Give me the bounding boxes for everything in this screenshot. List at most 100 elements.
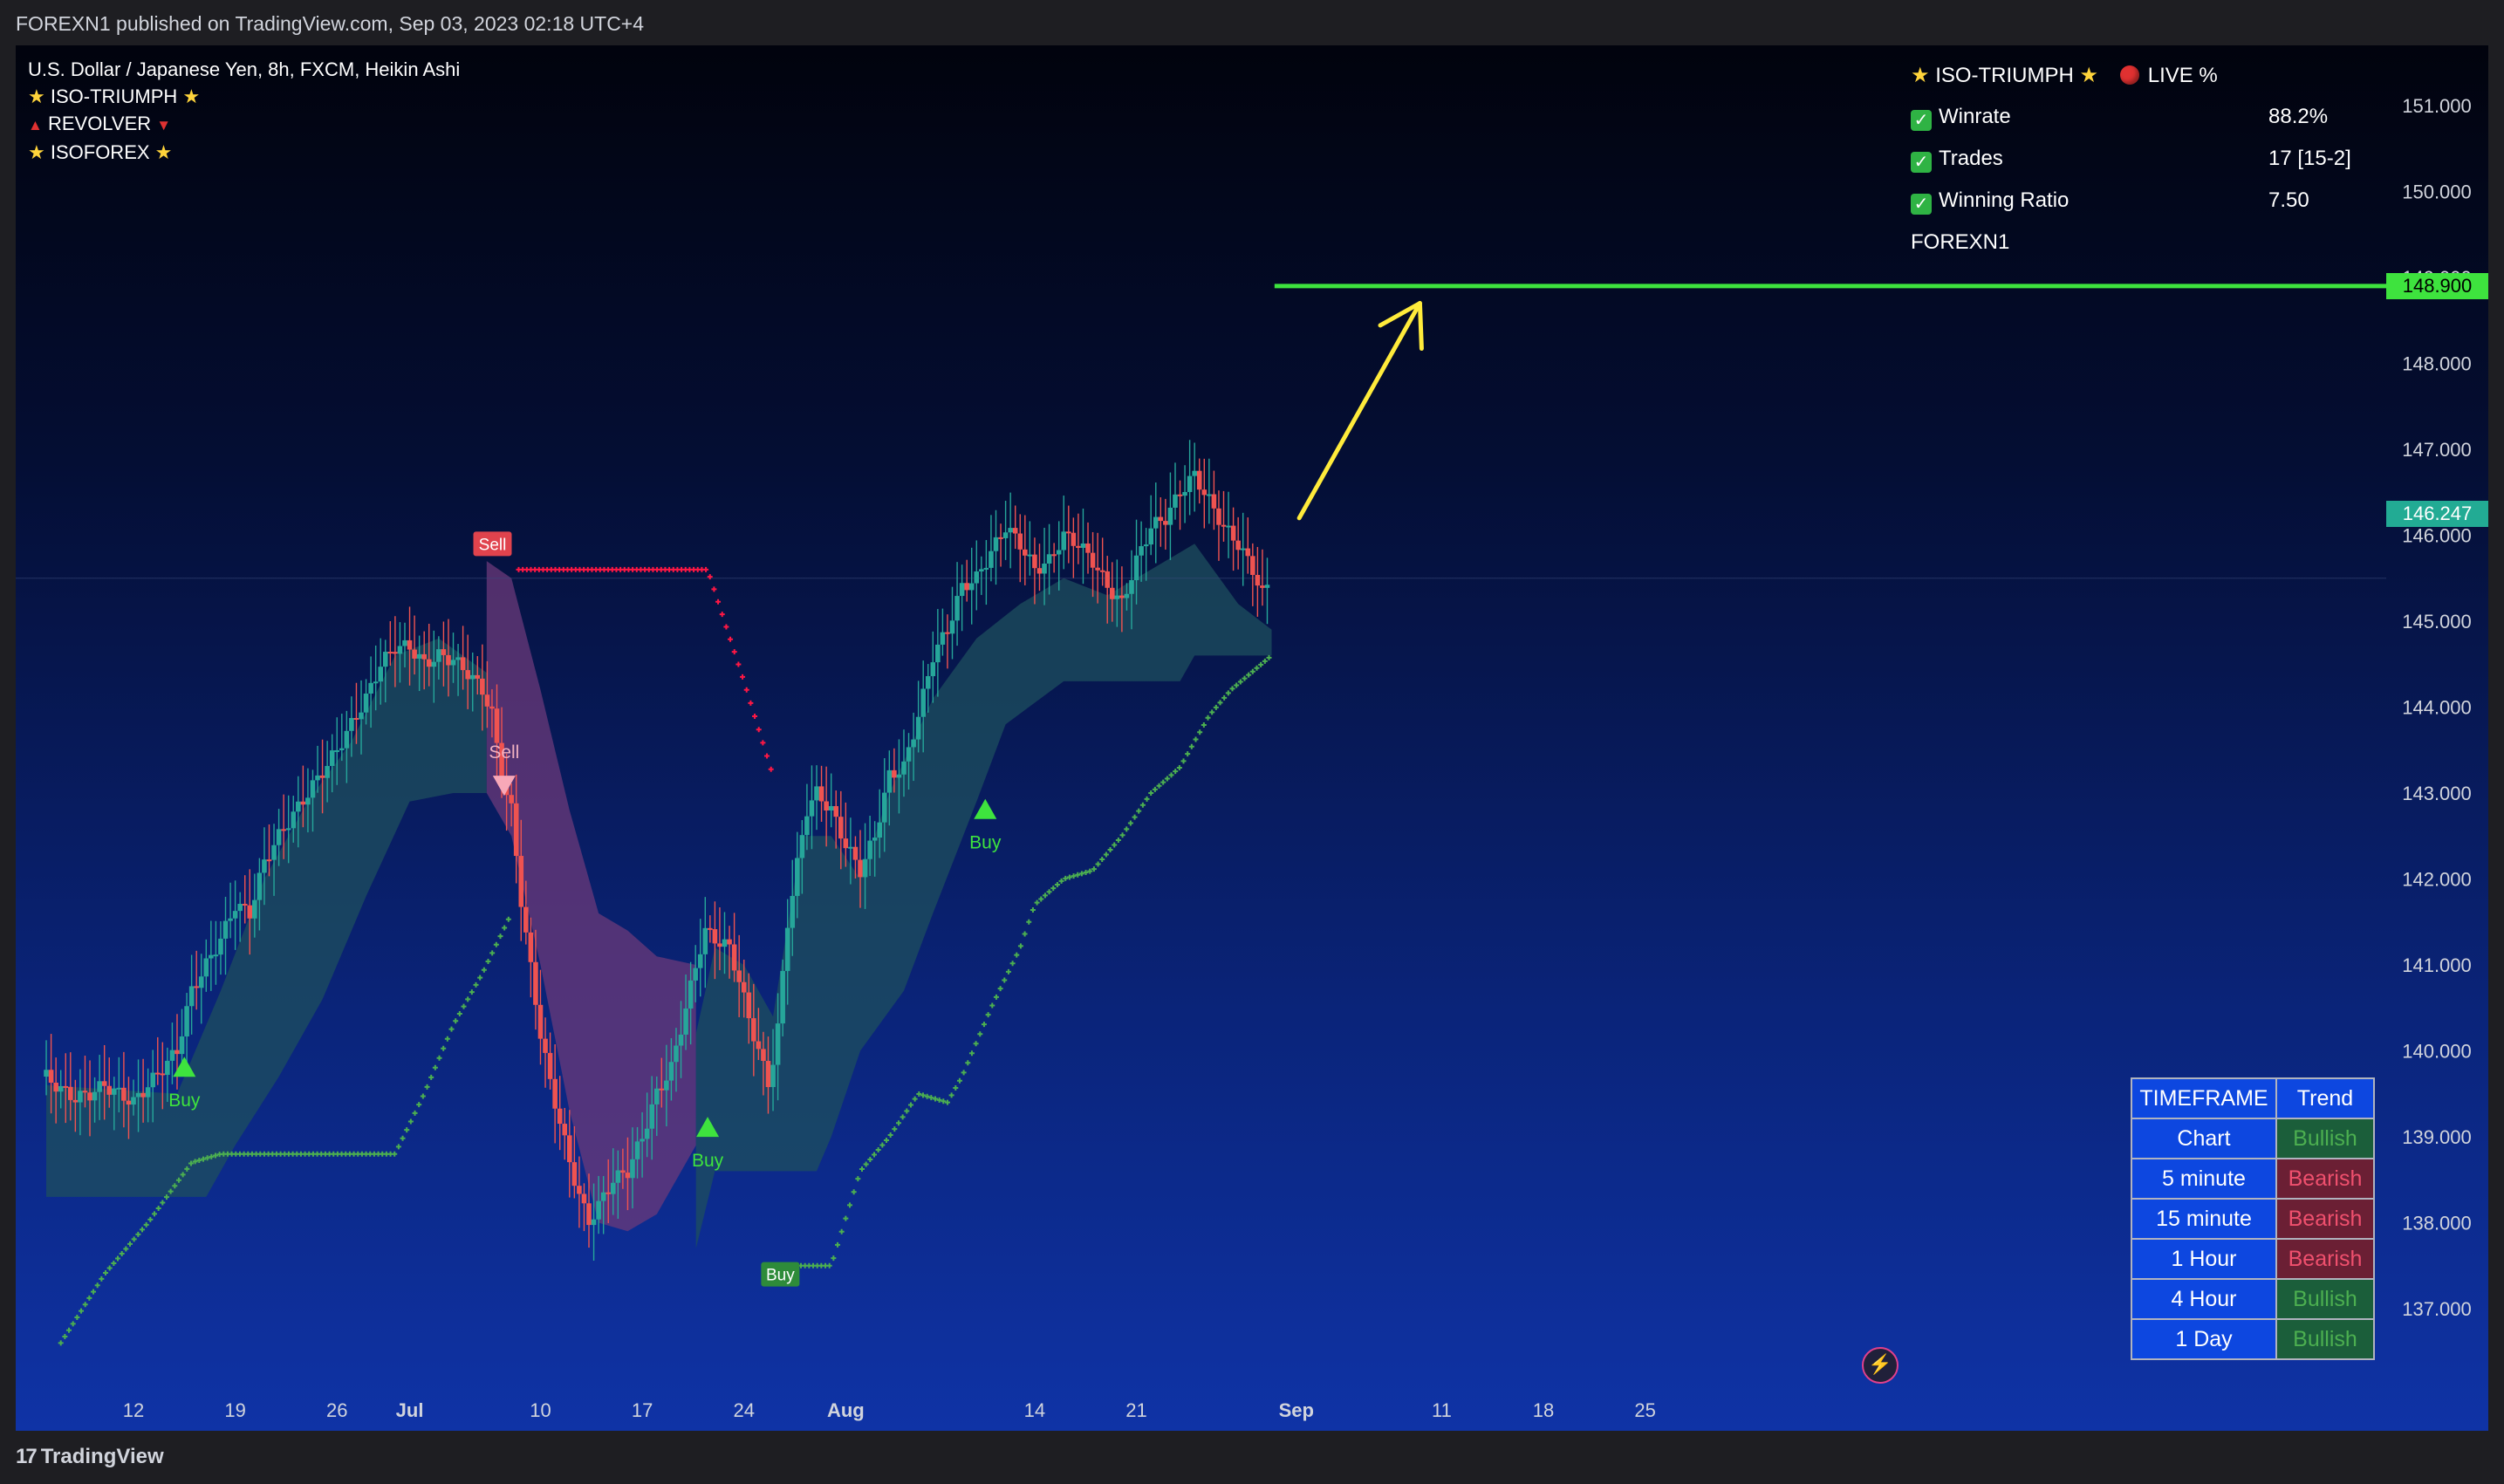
- trailing-stop-dot: [719, 612, 725, 618]
- candle: [920, 688, 926, 717]
- candle: [775, 1023, 781, 1065]
- candle: [441, 649, 447, 655]
- candle: [489, 706, 495, 709]
- candle: [804, 816, 810, 836]
- table-row: Chart Bullish: [2131, 1118, 2375, 1159]
- candle: [402, 639, 407, 646]
- trailing-stop-dot: [728, 636, 734, 642]
- trend-cell: Bullish: [2275, 1118, 2375, 1159]
- chart-area[interactable]: BuySellSellBuyBuyBuy151.000150.000149.00…: [16, 45, 2488, 1431]
- trailing-stop-dot: [1087, 868, 1093, 874]
- candle: [63, 1085, 69, 1088]
- trailing-stop-dot: [907, 1102, 913, 1108]
- candle: [717, 943, 722, 947]
- candle: [615, 1170, 621, 1183]
- stats-label: Trades: [1939, 147, 2003, 170]
- candle: [949, 620, 955, 634]
- timeframe-cell: 1 Hour: [2131, 1238, 2277, 1280]
- candle: [983, 567, 989, 570]
- candle: [974, 571, 980, 584]
- header-timeframe: TIMEFRAME: [2131, 1077, 2277, 1119]
- legend-indicator-iso-triumph[interactable]: ★ ISO-TRIUMPH ★: [28, 83, 460, 110]
- trailing-stop-dot: [1144, 796, 1150, 802]
- candle: [53, 1082, 58, 1092]
- candle: [761, 1049, 766, 1062]
- trailing-stop-dot: [1234, 682, 1240, 688]
- x-tick-label: 11: [1432, 1399, 1452, 1421]
- price-chart[interactable]: BuySellSellBuyBuyBuy151.000150.000149.00…: [16, 45, 2488, 1431]
- trailing-stop-dot: [1127, 820, 1133, 826]
- trailing-stop-dot: [111, 1260, 117, 1266]
- candle: [87, 1092, 92, 1101]
- candle: [1017, 533, 1023, 550]
- candle: [140, 1092, 146, 1098]
- candle: [407, 639, 413, 650]
- trailing-stop-dot: [1213, 704, 1219, 710]
- table-row: 1 Hour Bearish: [2131, 1238, 2375, 1280]
- candle: [877, 822, 883, 838]
- x-tick-label: Jul: [396, 1399, 424, 1421]
- check-box-icon: ✓: [1911, 194, 1932, 215]
- trailing-stop-dot: [1246, 672, 1252, 678]
- trailing-stop-dot: [1254, 665, 1260, 671]
- candle: [1153, 516, 1159, 529]
- trailing-stop-dot: [748, 700, 754, 706]
- candle: [1124, 593, 1130, 598]
- candle: [727, 939, 732, 945]
- candle: [368, 682, 373, 694]
- candle: [693, 968, 698, 981]
- stats-header: ★ ISO-TRIUMPH ★ LIVE %: [1911, 63, 2399, 105]
- trailing-stop-dot: [1124, 826, 1130, 832]
- y-tick-label: 139.000: [2402, 1126, 2472, 1148]
- trailing-stop-dot: [70, 1321, 76, 1327]
- chart-legend: U.S. Dollar / Japanese Yen, 8h, FXCM, He…: [28, 56, 460, 166]
- trailing-stop-dot: [1075, 872, 1081, 878]
- candle: [731, 944, 737, 971]
- candle: [901, 761, 907, 775]
- trailing-stop-dot: [1095, 861, 1101, 867]
- trailing-stop-dot: [932, 1096, 938, 1102]
- legend-symbol[interactable]: U.S. Dollar / Japanese Yen, 8h, FXCM, He…: [28, 58, 461, 80]
- footer-bar: 17 TradingView: [0, 1431, 2504, 1484]
- candle: [412, 649, 417, 659]
- candle: [475, 674, 481, 679]
- trailing-stop-dot: [424, 1084, 430, 1090]
- sell-badge-label: Sell: [479, 536, 507, 554]
- candle: [1264, 585, 1270, 588]
- trailing-stop-dot: [1022, 931, 1028, 937]
- candle: [325, 765, 330, 778]
- tradingview-logo[interactable]: 17 TradingView: [16, 1445, 164, 1469]
- candle: [1216, 508, 1221, 525]
- candle: [213, 954, 219, 957]
- candle: [174, 1050, 180, 1055]
- lightning-bolt-icon[interactable]: ⚡: [1862, 1347, 1899, 1384]
- stats-panel: ★ ISO-TRIUMPH ★ LIVE % ✓ Winrate 88.2% ✓ T…: [1911, 63, 2399, 272]
- trailing-stop-dot: [883, 1137, 889, 1143]
- legend-indicator-isoforex[interactable]: ★ ISOFOREX ★: [28, 139, 460, 166]
- trailing-stop-dot: [188, 1160, 194, 1166]
- candle: [72, 1099, 79, 1103]
- buy-triangle-icon: [696, 1117, 720, 1138]
- brand-name: TradingView: [40, 1445, 164, 1468]
- sell-label: Sell: [489, 742, 519, 763]
- trailing-stop-dot: [997, 986, 1003, 992]
- trailing-stop-dot: [912, 1096, 918, 1102]
- legend-indicator-revolver[interactable]: ▲ REVOLVER ▼: [28, 110, 460, 139]
- trailing-stop-dot: [1139, 802, 1146, 808]
- candle: [653, 1088, 660, 1104]
- candle: [756, 1041, 762, 1050]
- candle: [339, 748, 345, 750]
- trailing-stop-dot: [1229, 686, 1235, 692]
- candle: [469, 674, 475, 680]
- trailing-stop-dot: [1034, 899, 1040, 906]
- candle: [460, 657, 466, 671]
- candle: [271, 845, 277, 860]
- star-icon: ★: [28, 141, 45, 163]
- trailing-stop-dot: [993, 994, 999, 1000]
- candle: [911, 739, 916, 748]
- trend-table-header: TIMEFRAME Trend: [2131, 1077, 2375, 1119]
- stats-author: FOREXN1: [1911, 230, 2010, 254]
- candle: [892, 769, 897, 778]
- candle: [455, 657, 461, 660]
- candle: [450, 660, 456, 666]
